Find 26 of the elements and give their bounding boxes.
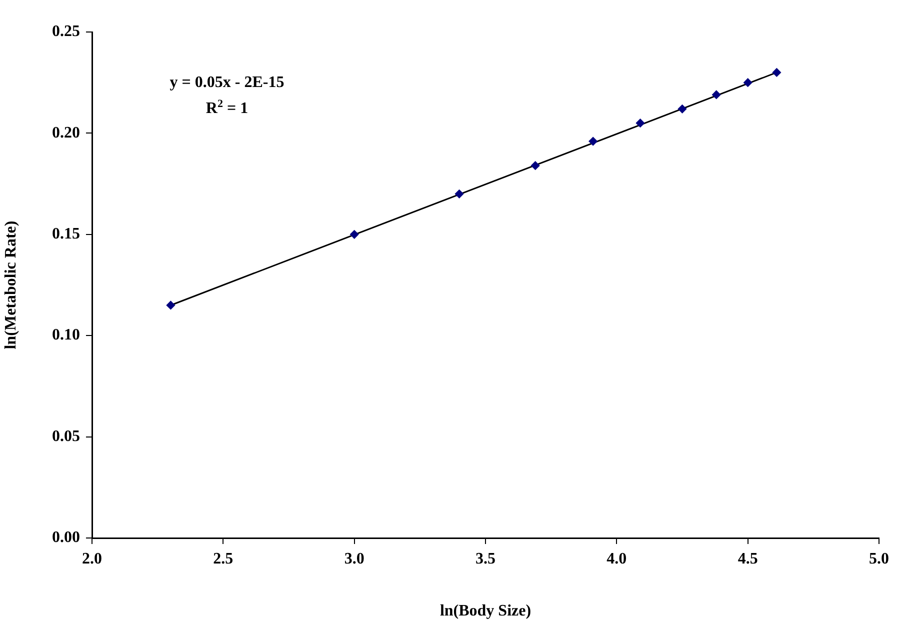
x-tick-label: 4.0 xyxy=(606,550,627,568)
y-tick-label: 0.05 xyxy=(52,428,80,445)
y-tick-label: 0.00 xyxy=(52,529,80,546)
x-tick-label: 4.5 xyxy=(738,550,758,568)
x-tick-label: 3.0 xyxy=(344,550,364,568)
y-tick-label: 0.25 xyxy=(52,23,80,40)
point xyxy=(712,90,721,99)
point xyxy=(531,161,540,170)
x-tick-label: 5.0 xyxy=(869,550,889,568)
point xyxy=(455,190,464,198)
x-tick-label: 2.0 xyxy=(82,550,102,568)
y-axis-title: ln(Metabolic Rate) xyxy=(2,220,20,350)
y-tick-label: 0.20 xyxy=(52,124,80,142)
x-tick-label: 3.5 xyxy=(476,550,496,568)
point xyxy=(588,137,598,146)
x-axis-title: ln(Body Size) xyxy=(440,602,532,620)
point xyxy=(636,118,645,128)
annotation: y = 0.05x - 2E-15 xyxy=(170,74,284,91)
y-tick-label: 0.10 xyxy=(52,326,80,344)
y-tick-label: 0.15 xyxy=(52,226,80,243)
point xyxy=(166,300,175,310)
point xyxy=(744,78,752,87)
point xyxy=(678,104,686,114)
point xyxy=(772,68,781,77)
point xyxy=(350,230,359,239)
x-tick-label: 2.5 xyxy=(213,550,234,568)
